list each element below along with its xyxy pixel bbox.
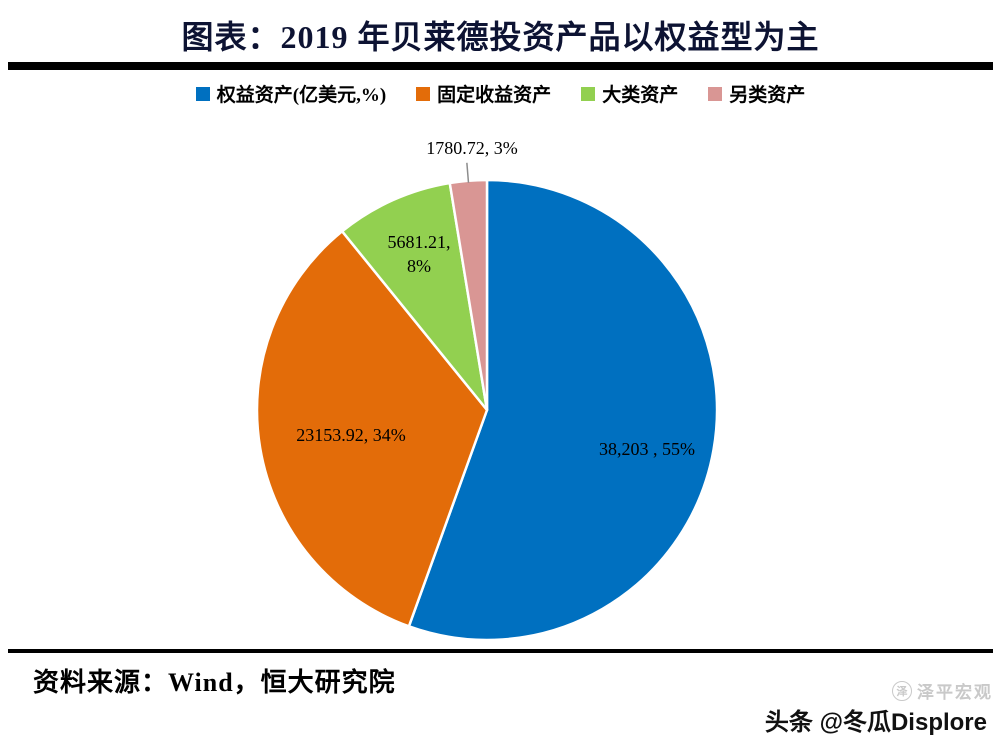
legend-item-alternative: 另类资产: [708, 80, 805, 107]
legend-label: 固定收益资产: [437, 85, 552, 106]
legend-swatch: [581, 86, 596, 101]
legend-swatch: [708, 86, 723, 101]
legend-item-multi-asset: 大类资产: [581, 80, 678, 107]
slice-label-equity: 38,203 , 55%: [599, 439, 695, 459]
pie-slice-固定收益资产: [255, 230, 489, 628]
author-badge: 头条 @冬瓜Displore: [764, 709, 987, 736]
pie-slice-权益资产: [407, 178, 719, 642]
legend-label: 权益资产(亿美元,%): [216, 85, 387, 106]
legend: 权益资产(亿美元,%) 固定收益资产 大类资产 另类资产: [0, 80, 1001, 107]
top-divider: [8, 62, 993, 70]
slice-label-fixed-income: 23153.92, 34%: [296, 425, 406, 445]
page-title: 图表：2019 年贝莱德投资产品以权益型为主: [181, 19, 820, 55]
legend-item-equity: 权益资产(亿美元,%): [195, 80, 387, 107]
bottom-divider: [8, 649, 993, 653]
source-note: 资料来源：Wind，恒大研究院: [33, 668, 396, 697]
slice-label-alternative: 1780.72, 3%: [426, 138, 518, 158]
slice-label-multi-asset: 5681.21, 8%: [387, 232, 451, 277]
pie-chart: [255, 162, 719, 642]
pie-chart-area: [247, 148, 727, 648]
watermark-text: 泽平宏观: [917, 683, 993, 702]
watermark: 泽 泽平宏观: [892, 678, 993, 703]
watermark-logo-icon: 泽: [892, 680, 912, 701]
legend-label: 大类资产: [602, 85, 679, 106]
legend-item-fixed-income: 固定收益资产: [416, 80, 551, 107]
legend-swatch: [416, 86, 431, 101]
legend-swatch: [195, 86, 210, 101]
label-leader-line: [466, 162, 470, 183]
pie-slice-大类资产: [340, 181, 489, 412]
legend-label: 另类资产: [729, 85, 806, 106]
